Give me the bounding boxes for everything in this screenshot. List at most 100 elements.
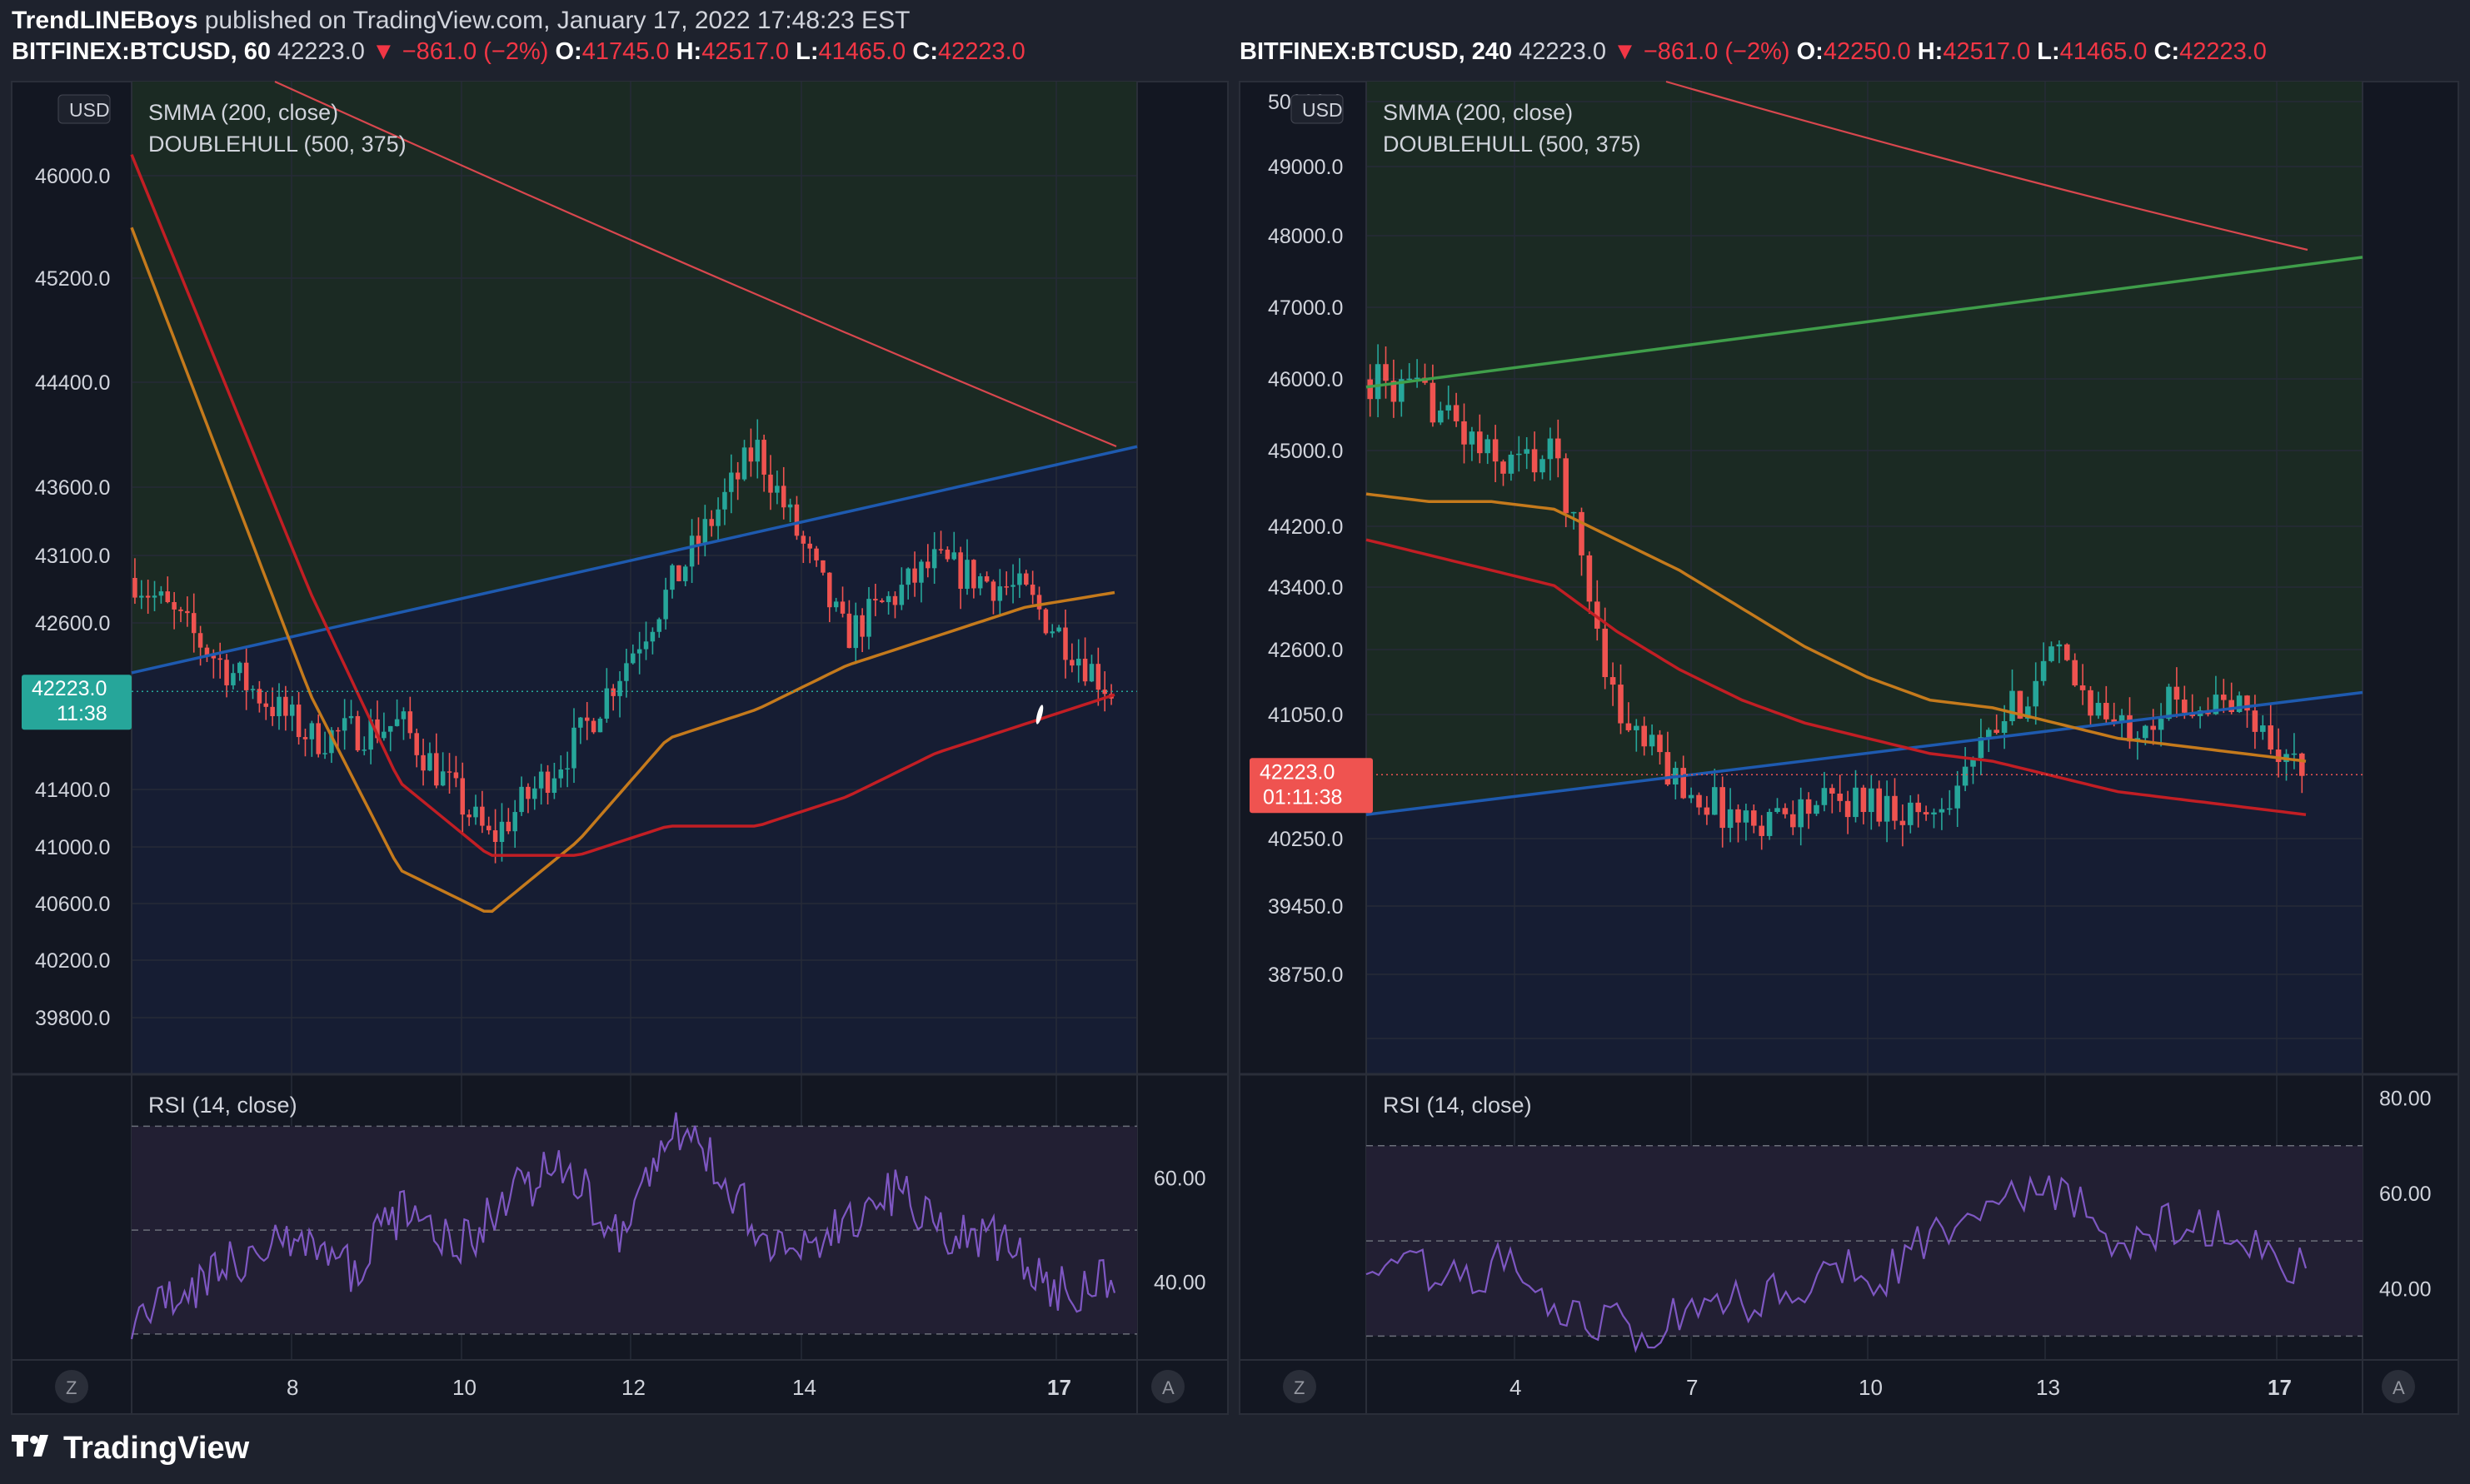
candle-body [1712, 787, 1718, 815]
author-name[interactable]: TrendLINEBoys [12, 7, 198, 34]
candle-body [2040, 660, 2047, 681]
bearish-zone [132, 446, 1137, 1074]
low-value: 41465.0 [818, 38, 906, 65]
candle-body [152, 595, 157, 598]
candle-body [368, 719, 373, 750]
candle-body [2291, 753, 2298, 755]
price-axis-label: 39450.0 [1268, 895, 1343, 919]
bullish-zone [132, 82, 1137, 673]
candle-body [302, 737, 308, 740]
candle-body [866, 599, 871, 637]
candle-body [1869, 788, 1874, 813]
doublehull-upper-band [1665, 80, 2308, 251]
candle-body [906, 568, 911, 585]
candle-body [2221, 695, 2227, 700]
price-axis-label: 47000.0 [1268, 296, 1343, 320]
price-tag-value: 42223.0 [32, 677, 107, 700]
candle-body [1469, 431, 1475, 445]
candle-body [2025, 706, 2031, 719]
candle-body [1383, 364, 1389, 381]
candle-body [1915, 802, 1921, 813]
candle-body [1547, 438, 1554, 460]
candle-body [1563, 458, 1569, 514]
trendline-green [1365, 256, 2363, 389]
currency-badge[interactable]: USD [1290, 94, 1344, 124]
publish-header: TrendLINEBoys published on TradingView.c… [12, 7, 910, 35]
candle-body [2088, 690, 2093, 716]
candle-body [1774, 808, 1780, 812]
candle-body [1751, 810, 1757, 826]
candle-body [2158, 719, 2164, 730]
candle-body [879, 600, 885, 603]
candle-body [716, 509, 721, 526]
price-axis-label: 49000.0 [1268, 156, 1343, 179]
candle-body [2001, 721, 2008, 733]
time-axis-label: 17 [2268, 1375, 2292, 1400]
candle-body [243, 662, 249, 690]
candle-body [355, 715, 361, 750]
candle-body [1625, 723, 1632, 730]
price-axis-label: 41400.0 [35, 779, 110, 802]
candle-body [821, 560, 826, 573]
chart-panel-2[interactable]: 50000.049000.048000.047000.046000.045000… [1239, 80, 2459, 1415]
candle-body [2118, 715, 2125, 723]
candle-body [650, 631, 656, 642]
candle-body [316, 723, 321, 754]
candle-body [1782, 808, 1789, 814]
candle-body [990, 581, 996, 601]
candle-body [2143, 725, 2148, 739]
candle-body [467, 814, 472, 818]
candle-body [1618, 685, 1624, 724]
candle-body [696, 535, 701, 545]
candle-body [1884, 795, 1890, 822]
indicator-legend-doublehull: DOUBLEHULL (500, 375) [1383, 132, 1641, 157]
currency-badge[interactable]: USD [57, 94, 111, 124]
candle-body [1970, 758, 1976, 767]
candle-body [414, 733, 419, 755]
candle-body [165, 591, 171, 603]
price-tag-value: 42223.0 [1260, 760, 1335, 784]
time-axis-label: 7 [1686, 1375, 1698, 1400]
price-tag [22, 675, 132, 730]
candle-body [460, 778, 466, 815]
candle-body [1814, 804, 1819, 814]
candle-body [447, 771, 452, 773]
zoom-z-button[interactable]: Z [1283, 1370, 1316, 1403]
zoom-z-button[interactable]: Z [55, 1370, 88, 1403]
candle-body [257, 689, 262, 704]
candle-body [1860, 787, 1867, 813]
symbol-line-left: BITFINEX:BTCUSD, 60 42223.0 ▼ −861.0 (−2… [12, 38, 1025, 65]
auto-scale-button[interactable]: A [1151, 1370, 1185, 1403]
candle-body [938, 549, 944, 550]
rsi-axis-label: 40.00 [1154, 1271, 1206, 1294]
candle-body [1461, 421, 1467, 445]
tradingview-logo[interactable]: TradingView [12, 1431, 249, 1467]
time-axis-label: 17 [1047, 1375, 1071, 1400]
auto-scale-button[interactable]: A [2382, 1370, 2415, 1403]
candle-body [1367, 379, 1373, 400]
close-value: 42223.0 [937, 38, 1025, 65]
rsi-axis-label: 80.00 [2379, 1088, 2432, 1111]
candle-body [886, 595, 891, 603]
candle-body [611, 688, 616, 696]
candle-body [1036, 595, 1042, 610]
candle-body [1899, 820, 1906, 825]
candle-body [860, 615, 865, 637]
candle-body [971, 560, 976, 589]
candle-body [486, 825, 492, 831]
candle-body [748, 447, 754, 462]
candle-body [2033, 680, 2038, 707]
candle-body [1892, 795, 1898, 821]
candle-body [781, 486, 786, 508]
chart-panel-1[interactable]: 46000.0 45200.0 44400.0 43600.0 43100.0 42600… [11, 80, 1229, 1415]
candle-body [289, 705, 295, 716]
doublehull-line [130, 153, 1115, 857]
candle-body [204, 647, 210, 656]
candle-body [394, 719, 400, 726]
candle-body [945, 550, 951, 560]
symbol-name[interactable]: BITFINEX:BTCUSD, 240 [1240, 38, 1513, 65]
candle-body [1853, 787, 1859, 818]
symbol-name[interactable]: BITFINEX:BTCUSD, 60 [12, 38, 271, 65]
down-arrow-icon: ▼ [1613, 38, 1637, 65]
